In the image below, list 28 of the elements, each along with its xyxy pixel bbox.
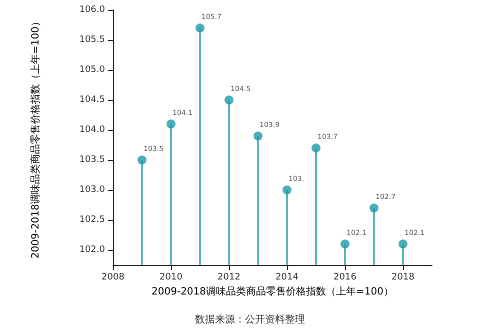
x-axis-title: 2009-2018调味品类商品零售价格指数（上年=100） [152,286,394,298]
x-tick-label: 2014 [276,272,299,282]
point [312,144,320,152]
x-tick-label: 2012 [218,272,240,282]
x-tick-label: 2010 [160,272,183,282]
point [370,204,378,212]
point [254,132,262,140]
point [166,120,176,128]
x-tick-label: 2018 [392,272,415,282]
point [282,186,292,194]
y-tick-label: 105.0 [79,65,106,75]
point [398,240,408,248]
y-tick-label: 106.0 [79,5,106,15]
y-tick-label: 102.0 [79,245,106,255]
source-note: 数据来源：公开资料整理 [195,314,305,326]
y-tick-label: 102.5 [79,215,105,225]
y-axis-title: 2009-2018调味品类商品零售价格指数（上年=100） [30,16,42,258]
y-tick-label: 105.5 [79,35,105,45]
y-tick-label: 103.5 [79,155,105,165]
x-tick-label: 2008 [102,272,125,282]
y-tick-label: 103.0 [79,185,106,195]
point [138,156,146,164]
point [340,240,350,248]
point [224,96,234,104]
point [196,24,204,32]
x-tick-label: 2016 [334,272,357,282]
y-tick-label: 104.5 [79,95,105,105]
y-tick-label: 104.0 [79,125,106,135]
